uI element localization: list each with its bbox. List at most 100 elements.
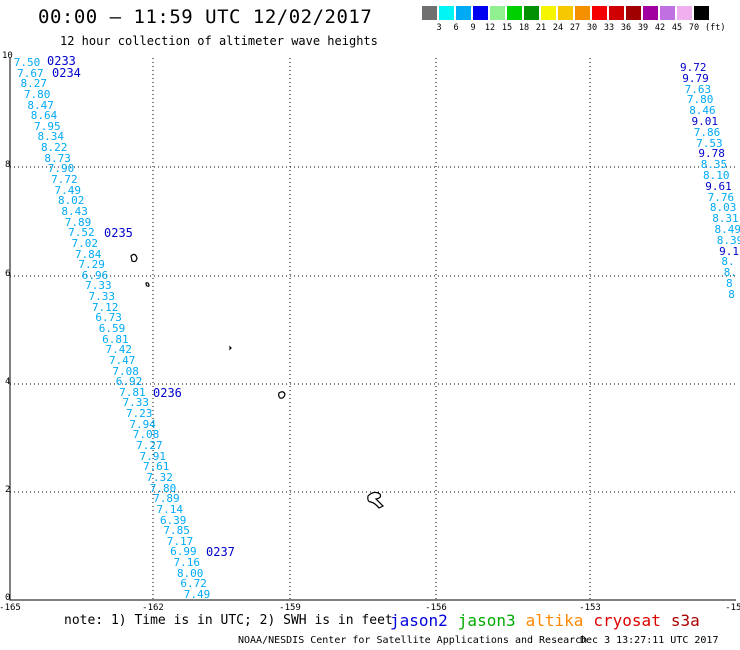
island-kaula [229, 345, 232, 351]
colorbar-label: 21 [535, 23, 547, 33]
credit-line: NOAA/NESDIS Center for Satellite Applica… [238, 635, 588, 646]
swh-value: 7.42 [105, 343, 133, 357]
swh-value: 7.33 [122, 396, 150, 410]
swh-value: 7.91 [139, 449, 167, 463]
swh-value: 8 [728, 287, 735, 301]
swh-value: 6.96 [81, 268, 109, 282]
pass-time-label: 0233 [47, 54, 76, 68]
swh-value: 8.03 [709, 201, 737, 215]
colorbar-swatch [660, 6, 676, 20]
x-tick-label: -165 [0, 603, 21, 613]
swh-value: 8.43 [61, 204, 88, 218]
swh-value: 9.1 [719, 244, 739, 258]
colorbar-label: 24 [552, 23, 564, 33]
island-necker [367, 491, 385, 509]
colorbar-label: 9 [470, 23, 476, 33]
swh-value: 8.34 [37, 130, 65, 144]
swh-value: 7.84 [74, 247, 102, 261]
y-tick-label: 6 [5, 269, 11, 279]
lat-lon-grid [9, 58, 736, 601]
swh-value: 7.63 [684, 82, 712, 96]
colorbar-swatch [507, 6, 523, 20]
colorbar-label: 70 [688, 23, 700, 33]
swh-value: 7.16 [173, 556, 201, 570]
swh-value: 8.22 [40, 141, 68, 155]
swh-value: 8.00 [176, 566, 204, 580]
swh-value: 8.47 [27, 98, 54, 112]
swh-value: 7.14 [156, 502, 184, 516]
swh-value: 7.81 [119, 385, 146, 399]
swh-value: 7.61 [142, 460, 170, 474]
swh-value: 8.35 [700, 158, 728, 172]
swh-value: 8. [721, 255, 735, 269]
legend-item: s3a [670, 611, 700, 630]
swh-value: 7.72 [51, 173, 78, 187]
pass-time-label: 0237 [206, 545, 235, 559]
colorbar-swatch [490, 6, 506, 20]
swh-value: 8.73 [44, 151, 71, 165]
swh-value: 7.94 [129, 417, 156, 431]
y-tick-label: 8 [5, 160, 11, 170]
swh-value: 8.46 [689, 104, 716, 118]
map-title: 00:00 — 11:59 UTC 12/02/2017 [38, 6, 373, 28]
swh-value: 7.32 [146, 470, 173, 484]
swh-value: 7.33 [88, 290, 116, 304]
colorbar-label: 30 [586, 23, 598, 33]
swh-value: 7.50 [13, 56, 41, 69]
swh-value: 7.85 [163, 524, 190, 538]
swh-value: 7.23 [125, 407, 153, 421]
swh-value: 7.12 [91, 300, 119, 314]
swh-value: 7.17 [166, 534, 194, 548]
swh-value: 7.76 [707, 190, 735, 204]
swh-value: 8.49 [714, 223, 740, 236]
y-tick-label: 2 [5, 485, 11, 495]
colorbar-label: 45 [671, 23, 683, 33]
island-kauai [130, 253, 138, 263]
swh-value: 7.80 [149, 481, 177, 495]
colorbar-label: 15 [501, 23, 513, 33]
swh-value: 7.90 [47, 162, 75, 176]
swh-value: 9.61 [705, 179, 732, 193]
swh-value: 7.67 [17, 66, 44, 80]
swh-value: 7.95 [34, 119, 61, 133]
colorbar-swatch [609, 6, 625, 20]
swh-value: 7.49 [183, 588, 211, 601]
swh-value: 7.27 [136, 439, 163, 453]
colorbar-swatch [439, 6, 455, 20]
legend-item: altika [525, 611, 584, 630]
pass-time-label: 0235 [104, 226, 133, 240]
colorbar-swatch [592, 6, 608, 20]
swh-value: 7.02 [71, 236, 99, 250]
swh-value: 9.79 [682, 71, 709, 85]
legend-item: jason3 [457, 611, 516, 630]
footer-note: note: 1) Time is in UTC; 2) SWH is in fe… [64, 613, 393, 628]
y-tick-label: 0 [5, 593, 11, 603]
swh-value: 7.29 [78, 258, 105, 272]
swh-value: 9.01 [691, 115, 719, 128]
swh-value: 7.86 [693, 125, 721, 139]
satellite-legend: jason2 jason3 altika cryosat s3a [390, 611, 710, 630]
swh-value: 8 [726, 277, 733, 290]
swh-value: 8.27 [20, 77, 48, 91]
colorbar-swatch [541, 6, 557, 20]
swh-value: 6.59 [98, 322, 126, 335]
colorbar-label: 3 [436, 23, 442, 33]
swh-value: 6.73 [95, 311, 122, 325]
colorbar-swatch [524, 6, 540, 20]
swh-value: 6.99 [170, 545, 197, 559]
island-niihau [145, 282, 150, 287]
swh-value: 7.80 [23, 87, 51, 101]
swh-value: 8.39 [716, 233, 740, 247]
swh-value: 6.72 [180, 577, 207, 591]
swh-value: 9.78 [698, 147, 725, 161]
colorbar-swatch [643, 6, 659, 20]
swh-value: 7.53 [696, 136, 723, 150]
colorbar-swatch [677, 6, 693, 20]
hawaii-islands [130, 253, 385, 509]
colorbar-swatch [575, 6, 591, 20]
x-tick-label: -153 [579, 603, 601, 613]
swh-value: 7.89 [153, 492, 180, 506]
colorbar-swatch [626, 6, 642, 20]
y-tick-label: 4 [5, 377, 11, 387]
